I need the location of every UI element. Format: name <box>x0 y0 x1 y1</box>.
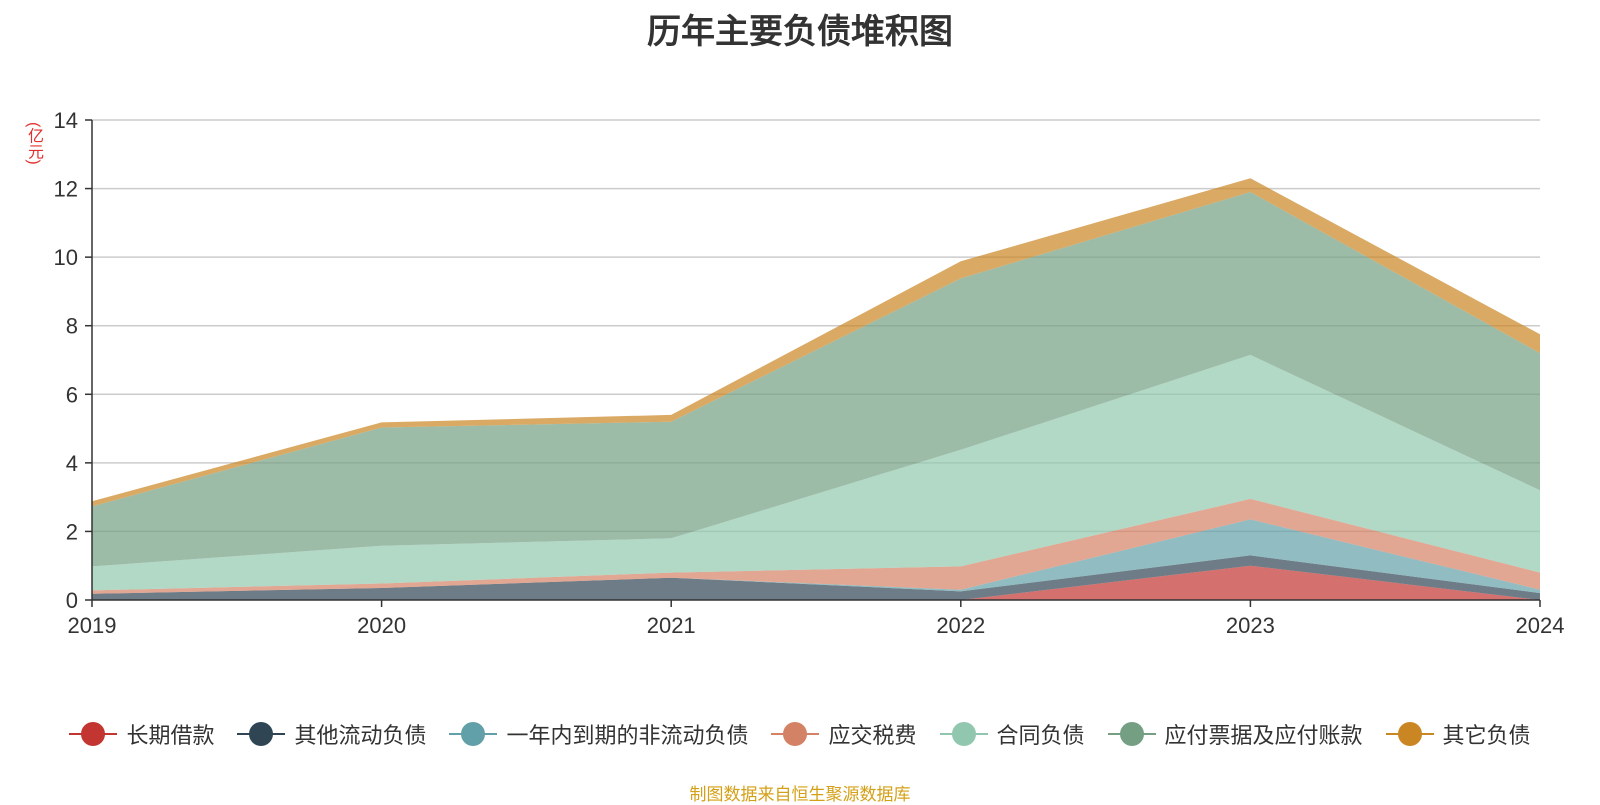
legend-marker-icon <box>449 721 498 747</box>
y-tick-label: 2 <box>66 519 78 544</box>
y-tick-label: 0 <box>66 588 78 613</box>
x-tick-label: 2023 <box>1226 613 1275 638</box>
legend-marker-icon <box>939 721 988 747</box>
legend-label: 合同负债 <box>996 723 1085 748</box>
x-tick-label: 2024 <box>1516 613 1565 638</box>
area-series-2[interactable] <box>92 555 1540 600</box>
legend-label: 应付票据及应付账款 <box>1164 723 1363 748</box>
legend-item[interactable]: 其他流动负债 <box>237 718 426 750</box>
area-series-4[interactable] <box>92 498 1540 594</box>
y-tick-label: 12 <box>54 177 78 202</box>
legend-label: 长期借款 <box>126 723 215 748</box>
legend-item[interactable]: 合同负债 <box>939 718 1085 750</box>
legend-label: 其他流动负债 <box>294 723 427 748</box>
area-series-7[interactable] <box>92 178 1540 507</box>
data-source-note: 制图数据来自恒生聚源数据库 <box>689 785 911 804</box>
legend-marker-icon <box>69 721 118 747</box>
chart-legend: 长期借款 其他流动负债 一年内到期的非流动负债 应交税费 合同负债 应付票据及应付账款 其它… <box>0 718 1600 750</box>
legend-label: 其它负债 <box>1442 723 1531 748</box>
y-axis-unit-label: (亿元) <box>25 122 42 165</box>
area-series-group <box>92 178 1540 600</box>
legend-marker-icon <box>1385 721 1434 747</box>
axes: 0 2 4 6 8 10 12 14 2019 2020 2021 2022 2023 2024 <box>54 108 1565 638</box>
area-series-5[interactable] <box>92 354 1540 591</box>
chart-title: 历年主要负债堆积图 <box>647 13 953 51</box>
legend-item[interactable]: 一年内到期的非流动负债 <box>449 718 748 750</box>
legend-item[interactable]: 其它负债 <box>1385 718 1531 750</box>
legend-item[interactable]: 应交税费 <box>771 718 917 750</box>
y-tick-label: 14 <box>54 108 78 133</box>
area-series-3[interactable] <box>92 519 1540 594</box>
y-tick-label: 8 <box>66 314 78 339</box>
legend-marker-icon <box>771 721 820 747</box>
y-tick-label: 6 <box>66 382 78 407</box>
legend-marker-icon <box>237 721 286 747</box>
x-tick-label: 2022 <box>936 613 985 638</box>
legend-label: 一年内到期的非流动负债 <box>506 723 749 748</box>
y-tick-label: 10 <box>54 245 78 270</box>
legend-marker-icon <box>1107 721 1156 747</box>
legend-item[interactable]: 应付票据及应付账款 <box>1107 718 1363 750</box>
area-series-6[interactable] <box>92 192 1540 567</box>
x-tick-label: 2020 <box>357 613 406 638</box>
legend-label: 应交税费 <box>828 723 917 748</box>
x-tick-label: 2019 <box>68 613 117 638</box>
x-tick-label: 2021 <box>647 613 696 638</box>
area-series-1[interactable] <box>92 565 1540 600</box>
legend-item[interactable]: 长期借款 <box>69 718 214 750</box>
y-tick-label: 4 <box>66 451 78 476</box>
